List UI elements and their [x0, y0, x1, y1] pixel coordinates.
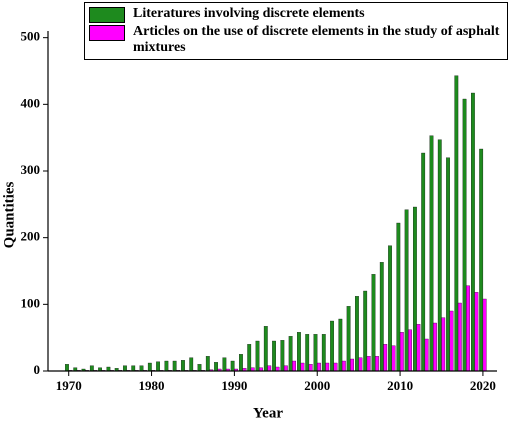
bar: [437, 139, 442, 372]
bar: [358, 357, 363, 372]
y-tick-label: 200: [21, 229, 41, 244]
bar: [474, 292, 479, 372]
bar: [255, 340, 260, 372]
y-tick-label: 300: [21, 162, 41, 177]
bar: [338, 318, 343, 372]
bar: [333, 362, 338, 372]
bar: [429, 135, 434, 372]
bar: [214, 362, 218, 372]
bar: [239, 354, 243, 372]
bar: [471, 92, 475, 372]
bar: [391, 345, 396, 372]
bar: [197, 364, 202, 372]
bar: [462, 98, 467, 372]
bar: [65, 364, 69, 372]
bar: [292, 360, 297, 372]
bar: [350, 358, 355, 372]
bar: [363, 290, 368, 372]
legend-label: Literatures involving discrete elements: [133, 6, 365, 21]
bar: [454, 75, 459, 372]
bar: [205, 356, 210, 372]
x-tick-label: 2000: [304, 378, 330, 393]
bar: [267, 365, 272, 372]
bar: [479, 148, 484, 372]
bar: [371, 274, 376, 372]
bar: [346, 306, 351, 372]
bar: [247, 344, 252, 372]
x-tick-label: 1980: [139, 378, 165, 393]
bar: [416, 324, 421, 372]
bar: [433, 322, 437, 372]
bar: [164, 360, 169, 372]
bar: [482, 298, 487, 372]
bar: [421, 152, 426, 372]
legend-swatch: [89, 7, 125, 23]
bar: [317, 362, 321, 372]
legend-label: Articles on the use of discrete elements…: [133, 24, 500, 55]
x-axis-label: Year: [253, 405, 283, 421]
bar: [123, 365, 127, 372]
x-tick-label: 2010: [387, 378, 413, 393]
bar: [230, 360, 235, 372]
bar: [288, 336, 293, 372]
bar: [424, 338, 429, 372]
bar: [300, 362, 305, 372]
y-tick-label: 0: [34, 362, 41, 377]
bar: [449, 310, 454, 372]
bar: [308, 364, 313, 372]
bar: [147, 362, 152, 372]
legend: Literatures involving discrete elements A…: [84, 2, 508, 60]
legend-entry: Articles on the use of discrete elements…: [89, 24, 503, 56]
bar: [466, 285, 470, 372]
bar: [156, 361, 160, 372]
bar: [263, 326, 268, 372]
bar: [297, 332, 301, 372]
bar: [457, 302, 462, 372]
x-tick-label: 2020: [470, 378, 496, 393]
y-tick-label: 500: [21, 29, 41, 44]
bar: [89, 365, 94, 372]
legend-entry: Literatures involving discrete elements: [89, 6, 503, 23]
bar: [366, 356, 371, 372]
bar: [139, 365, 144, 372]
bar: [280, 340, 285, 372]
y-tick-label: 400: [21, 95, 41, 110]
legend-swatch: [89, 25, 125, 41]
bar: [189, 357, 194, 372]
bar: [355, 296, 359, 372]
bar: [375, 356, 379, 372]
bar: [441, 317, 446, 372]
bar: [388, 245, 392, 372]
bar: [408, 329, 412, 372]
y-tick-label: 100: [21, 295, 41, 310]
bar: [321, 334, 326, 372]
bar: [379, 262, 384, 372]
bar: [325, 362, 330, 372]
bar: [399, 332, 404, 372]
bar: [283, 365, 288, 372]
bar: [313, 334, 318, 372]
bar: [222, 357, 227, 372]
bar: [404, 209, 409, 372]
y-axis-label: Quantities: [1, 182, 17, 249]
bar: [330, 320, 334, 372]
bar: [413, 206, 417, 372]
bar: [181, 360, 185, 372]
bar: [396, 222, 401, 372]
bar: [446, 157, 450, 372]
x-tick-label: 1970: [56, 378, 82, 393]
bar: [172, 360, 177, 372]
bar: [305, 334, 310, 372]
bar: [272, 340, 276, 372]
bar: [131, 365, 136, 372]
bar: [383, 344, 388, 372]
x-tick-label: 1990: [221, 378, 247, 393]
bar: [341, 360, 346, 372]
